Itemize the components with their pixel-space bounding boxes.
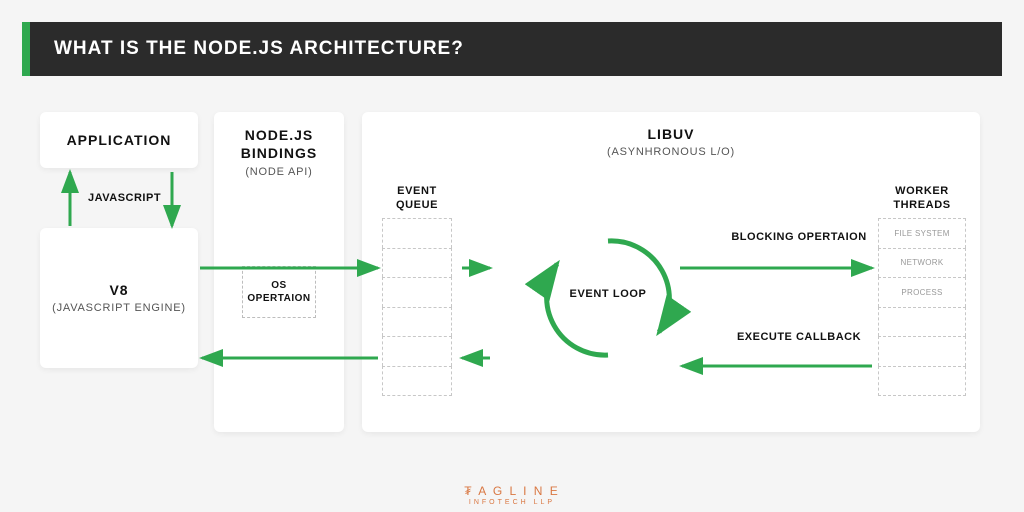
worker-item	[878, 307, 966, 337]
libuv-title: LIBUV	[648, 126, 695, 142]
bindings-subtitle: (NODE API)	[245, 166, 312, 178]
worker-item	[878, 366, 966, 397]
header-bar: WHAT IS THE NODE.JS ARCHITECTURE?	[22, 22, 1002, 76]
edge-javascript-label: JAVASCRIPT	[88, 192, 161, 204]
header-accent	[22, 22, 30, 76]
event-loop-label: EVENT LOOP	[568, 288, 648, 300]
libuv-subtitle: (ASYNHRONOUS L/O)	[607, 146, 735, 158]
worker-item	[878, 336, 966, 366]
os-operation-box: OS OPERTAION	[242, 266, 316, 318]
edge-callback-label: EXECUTE CALLBACK	[724, 330, 874, 344]
application-title: APPLICATION	[67, 132, 172, 148]
edge-blocking-label: BLOCKING OPERTAION	[724, 230, 874, 244]
footer-sub: INFOTECH LLP	[0, 499, 1024, 506]
os-operation-label: OS OPERTAION	[243, 279, 315, 305]
node-v8: V8 (JAVASCRIPT ENGINE)	[40, 228, 198, 368]
v8-title: V8	[109, 282, 128, 298]
worker-item: FILE SYSTEM	[878, 218, 966, 248]
event-queue-label: EVENT QUEUE	[382, 184, 452, 213]
footer-brand: ₮ A G L I N E	[464, 484, 560, 498]
bindings-title: NODE.JS BINDINGS	[222, 126, 336, 162]
page-title: WHAT IS THE NODE.JS ARCHITECTURE?	[54, 38, 464, 60]
footer-logo: ₮ A G L I N E INFOTECH LLP	[0, 484, 1024, 506]
worker-threads-label: WORKER THREADS	[878, 184, 966, 213]
worker-item: PROCESS	[878, 277, 966, 307]
v8-subtitle: (JAVASCRIPT ENGINE)	[52, 302, 186, 314]
diagram-canvas: APPLICATION V8 (JAVASCRIPT ENGINE) NODE.…	[22, 98, 1002, 482]
worker-threads-box: FILE SYSTEM NETWORK PROCESS	[878, 218, 966, 396]
event-queue-box	[382, 218, 452, 396]
node-application: APPLICATION	[40, 112, 198, 168]
worker-item: NETWORK	[878, 248, 966, 278]
